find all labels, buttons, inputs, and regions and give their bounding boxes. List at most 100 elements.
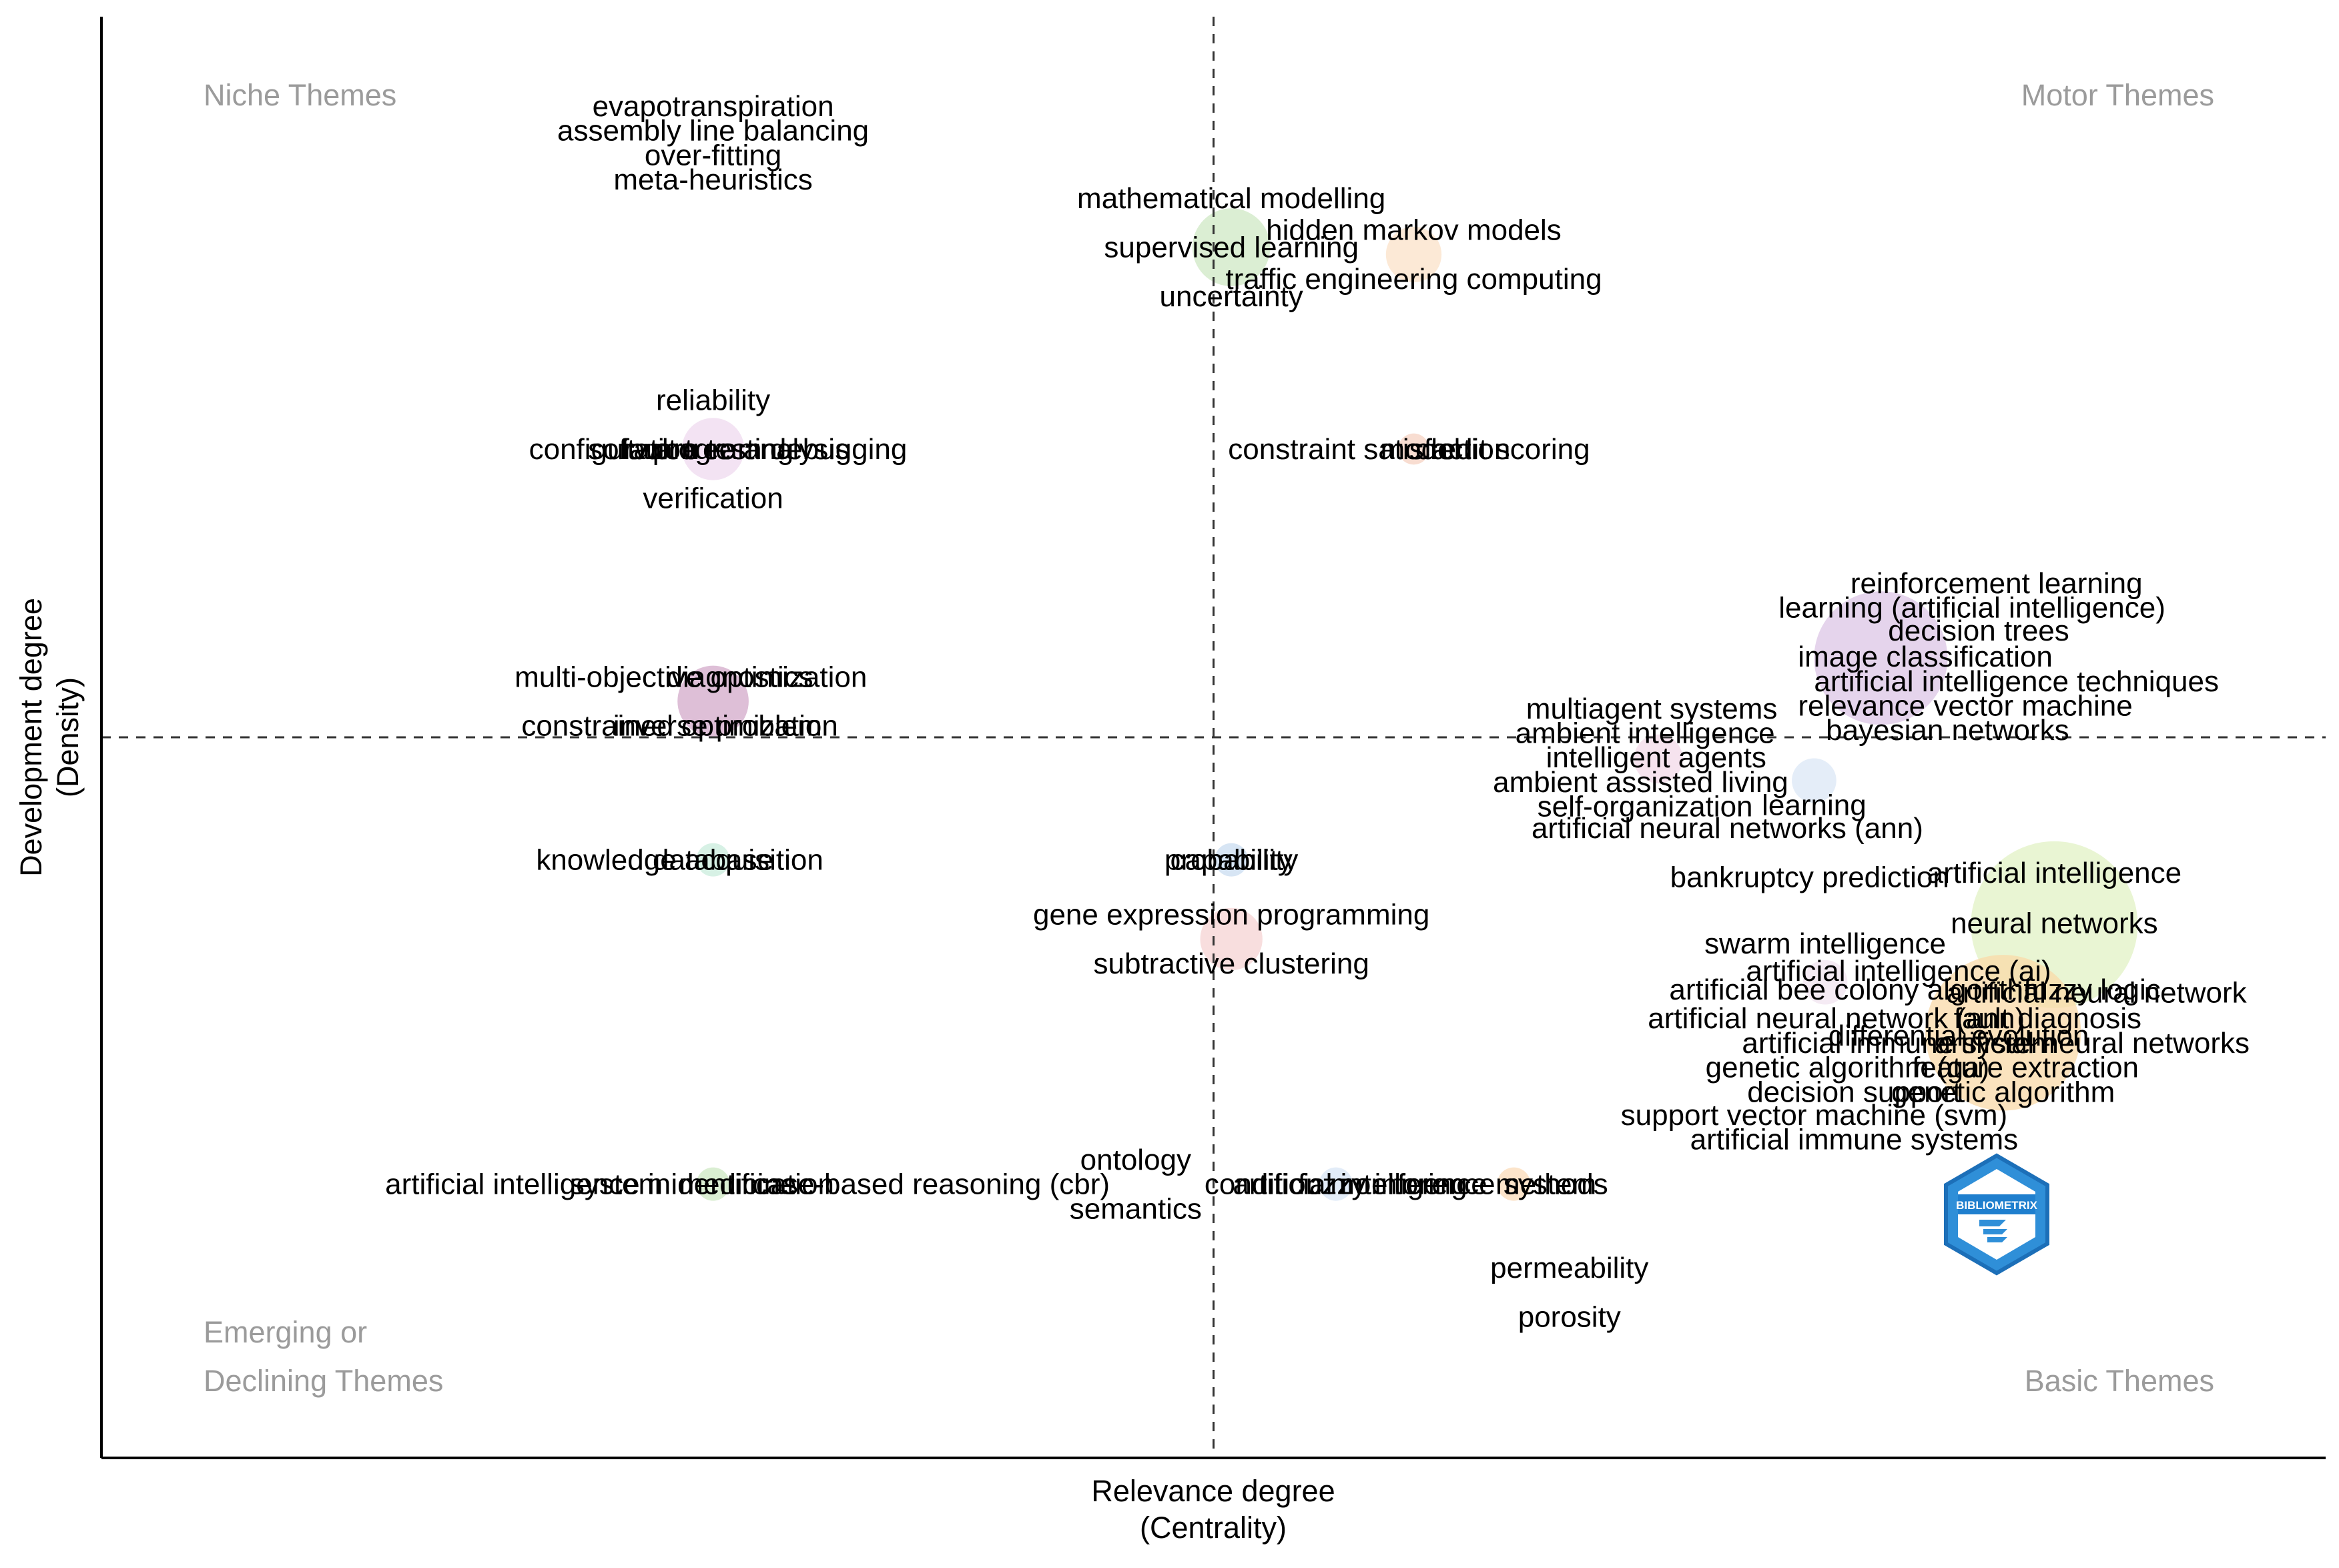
cluster-bubble xyxy=(677,665,749,737)
cluster-label: fault tree analysis xyxy=(621,433,850,466)
cluster-label: traffic engineering computing xyxy=(1225,263,1602,296)
cluster-label: ambient intelligence xyxy=(1516,717,1775,750)
cluster-label: swarm intelligence xyxy=(1704,927,1946,960)
cluster-label: reinforcement learning xyxy=(1851,567,2143,600)
cluster-label: artificial neural network xyxy=(1947,976,2248,1009)
cluster-bubble xyxy=(696,843,730,877)
cluster-label: multiagent systems xyxy=(1526,693,1778,725)
cluster-label: probability xyxy=(1164,844,1299,877)
cluster-label: artificial immune system xyxy=(1742,1027,2055,1060)
cluster-label: artificial intelligence techniques xyxy=(1814,665,2219,698)
cluster-label: program debugging xyxy=(653,433,908,466)
quadrant-label-niche: Niche Themes xyxy=(204,78,396,112)
cluster-label: artificial intelligence in medicine xyxy=(385,1168,796,1201)
cluster-label: intelligent agents xyxy=(1546,741,1766,774)
cluster-label: porosity xyxy=(1518,1300,1621,1333)
cluster-label: relevance vector machine xyxy=(1798,689,2132,722)
cluster-label: meta-heuristics xyxy=(613,163,812,196)
cluster-label: artificial intelligence (ai) xyxy=(1746,955,2051,988)
cluster-label: knowledge acquisition xyxy=(536,844,823,877)
cluster-label: artificial immune systems xyxy=(1690,1124,2018,1156)
cluster-label: image classification xyxy=(1798,641,2053,673)
cluster-label: constrained optimization xyxy=(521,710,838,743)
cluster-label: supervised learning xyxy=(1104,232,1359,264)
cluster-bubble xyxy=(1634,734,1683,784)
logo-stack-icon xyxy=(1979,1220,2007,1242)
logo-banner xyxy=(1958,1194,2035,1214)
cluster-label: hidden markov models xyxy=(1266,214,1562,247)
cluster-label: fault diagnosis xyxy=(1954,1002,2141,1035)
cluster-label: learning xyxy=(1762,789,1867,822)
cluster-label: artificial intelligence xyxy=(1927,857,2182,889)
cluster-label: model xyxy=(1381,433,1461,466)
cluster-label: software testing xyxy=(588,433,793,466)
cluster-label: differential evolution xyxy=(1828,1020,2089,1052)
quadrant-label-motor: Motor Themes xyxy=(2021,78,2214,112)
cluster-label: ontology xyxy=(1080,1144,1191,1176)
cluster-label: semantics xyxy=(1070,1192,1202,1225)
cluster-label: artificial neural network (ann) xyxy=(1648,1002,2025,1035)
y-axis-subtitle: (Density) xyxy=(51,677,85,797)
cluster-label: diagnostics xyxy=(667,661,813,693)
cluster-bubble xyxy=(1497,1167,1531,1201)
cluster-bubble xyxy=(1192,208,1271,286)
cluster-label: over-fitting xyxy=(645,139,781,171)
cluster-label: neural networks xyxy=(1951,907,2158,940)
y-axis-title: Development degree xyxy=(14,598,48,877)
cluster-label: ambient assisted living xyxy=(1493,766,1788,799)
cluster-bubble xyxy=(1814,591,1948,725)
cluster-label: fuzzy inference system xyxy=(1298,1168,1597,1201)
cluster-label: configuration xyxy=(529,433,697,466)
cluster-bubble xyxy=(696,1167,730,1201)
cluster-bubble xyxy=(681,418,745,480)
cluster-bubble xyxy=(1215,843,1249,877)
cluster-label: multi-objective optimization xyxy=(515,661,867,693)
cluster-label: uncertainty xyxy=(1160,280,1303,313)
cluster-bubble xyxy=(1925,955,2081,1111)
cluster-label: decision support xyxy=(1747,1076,1961,1108)
cluster-label: fuzzy logic xyxy=(2023,973,2160,1006)
cluster-label: constraint satisfaction xyxy=(1228,433,1510,466)
x-axis-title: Relevance degree xyxy=(1091,1474,1335,1508)
cluster-label: assembly line balancing xyxy=(557,115,869,147)
cluster-label: verification xyxy=(643,482,783,514)
quadrant-label-emerging-line1: Emerging or xyxy=(204,1315,367,1349)
cluster-label: artificial neural networks (ann) xyxy=(1532,812,1923,845)
quadrant-label-emerging-line2: Declining Themes xyxy=(204,1364,443,1398)
cluster-label: reliability xyxy=(656,384,770,417)
cluster-label: condition monitoring xyxy=(1205,1168,1467,1201)
cluster-label: case-based reasoning (cbr) xyxy=(752,1168,1110,1201)
cluster-bubble xyxy=(1802,959,1848,1005)
bibliometrix-logo: BIBLIOMETRIX xyxy=(1944,1153,2049,1276)
bubble-layer xyxy=(677,208,2138,1201)
cluster-bubble xyxy=(1398,433,1429,465)
cluster-bubble xyxy=(1385,226,1442,283)
cluster-label: feature extraction xyxy=(1912,1052,2139,1084)
cluster-label: bayesian networks xyxy=(1826,714,2069,747)
cluster-label: bankruptcy prediction xyxy=(1670,861,1949,894)
quadrant-label-basic: Basic Themes xyxy=(2025,1364,2214,1398)
logo-text: BIBLIOMETRIX xyxy=(1956,1199,2037,1212)
x-axis-subtitle: (Centrality) xyxy=(1140,1511,1287,1545)
cluster-bubble xyxy=(1792,758,1836,803)
cluster-label: self-organization xyxy=(1538,791,1753,823)
cluster-bubble xyxy=(1200,907,1263,971)
cluster-label: artificial bee colony algorithm xyxy=(1669,973,2047,1006)
cluster-label: genetic algorithm (ga) xyxy=(1706,1052,1990,1084)
cluster-label: database xyxy=(653,844,773,877)
cluster-label: gene expression programming xyxy=(1033,899,1429,931)
cluster-label: support vector machine (svm) xyxy=(1621,1099,2008,1132)
cluster-bubble xyxy=(1319,1167,1353,1201)
cluster-label: permeability xyxy=(1490,1252,1648,1284)
cluster-label: system identification xyxy=(570,1168,834,1201)
cluster-label: artificial neural networks xyxy=(1935,1027,2250,1060)
cluster-label: credit scoring xyxy=(1415,433,1590,466)
cluster-label: mathematical modelling xyxy=(1077,182,1385,215)
cluster-label: learning (artificial intelligence) xyxy=(1778,592,2165,625)
cluster-label: genetic algorithm xyxy=(1891,1076,2115,1108)
cluster-label: artificial intelligence methods xyxy=(1233,1168,1608,1201)
cluster-label: evapotranspiration xyxy=(593,90,834,123)
